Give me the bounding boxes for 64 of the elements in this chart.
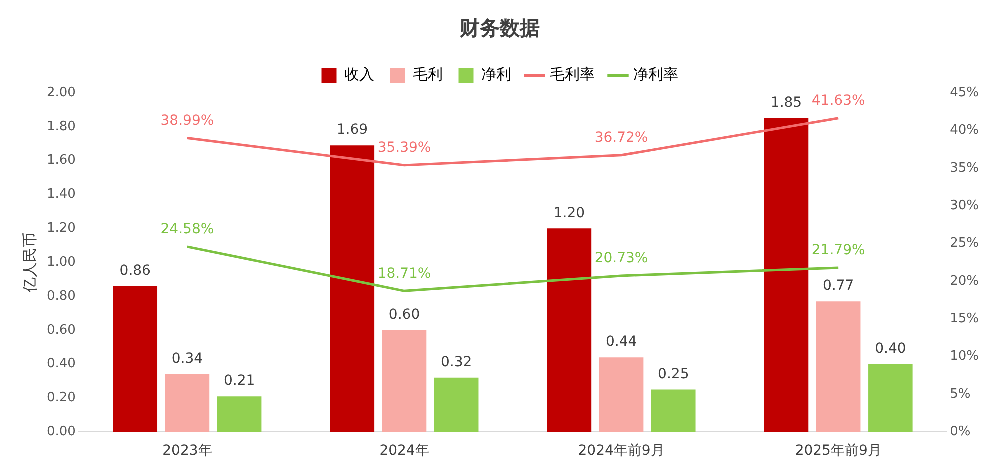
y-tick-label: 1.60 [46,153,76,168]
data-label: 0.21 [224,373,256,390]
y2-tick-label: 45% [950,85,980,100]
data-label: 0.77 [823,278,854,294]
y2-tick-label: 30% [950,198,980,214]
x-tick-label: 2023年 [162,443,212,460]
data-label: 20.73% [594,250,648,267]
x-tick-label: 2024年 [380,443,430,460]
y2-tick-label: 40% [950,123,980,138]
data-label: 0.32 [441,354,472,371]
y-tick-label: 1.00 [46,254,76,270]
data-label: 24.58% [160,222,214,238]
data-label: 0.40 [875,341,906,357]
data-label: 0.60 [388,307,420,324]
data-label: 0.44 [606,334,638,350]
bar [547,228,592,432]
data-label: 1.69 [336,122,368,138]
y2-tick-label: 5% [950,386,971,402]
chart-title: 财务数据 [459,16,540,40]
y-tick-label: 1.40 [46,187,76,202]
y-tick-label: 1.20 [46,221,76,236]
legend-label: 净利 [481,65,512,84]
bar [868,364,913,432]
legend-label: 净利率 [633,65,678,84]
data-label: 21.79% [812,242,866,259]
x-tick-label: 2025年前9月 [795,443,882,460]
y2-tick-label: 20% [950,274,980,289]
data-label: 36.72% [594,130,648,146]
y-tick-label: 2.00 [46,85,76,100]
legend-label: 收入 [344,65,374,84]
bar [816,302,861,432]
bar [382,330,427,432]
data-label: 0.86 [120,262,152,279]
y2-tick-label: 25% [950,236,980,252]
bar [330,146,375,432]
data-label: 38.99% [160,112,214,129]
y-tick-label: 0.60 [46,322,76,338]
data-label: 41.63% [812,93,866,110]
data-label: 0.25 [658,366,690,382]
y2-tick-label: 35% [950,160,980,176]
bar [217,396,262,432]
bar [165,374,210,432]
data-label: 0.34 [172,351,204,368]
bar [651,390,696,432]
data-label: 1.85 [770,95,802,112]
bar [764,118,809,432]
y-tick-label: 0.20 [46,390,76,406]
y2-tick-label: 10% [950,349,980,364]
data-label: 18.71% [378,266,432,282]
y-tick-label: 0.00 [46,424,76,440]
y-tick-label: 0.40 [46,356,76,372]
y2-tick-label: 0% [950,424,971,440]
legend-label: 毛利率 [550,65,595,84]
bar [434,378,479,432]
x-tick-label: 2024年前9月 [578,443,665,460]
bar [113,286,158,432]
y-tick-label: 0.80 [46,288,76,304]
bar [599,358,644,432]
data-label: 35.39% [378,140,432,156]
y2-tick-label: 15% [950,312,980,327]
legend-label: 毛利 [412,65,443,84]
y-tick-label: 1.80 [46,119,76,134]
data-label: 1.20 [554,205,586,222]
y-axis-title: 亿人民币 [20,232,39,294]
